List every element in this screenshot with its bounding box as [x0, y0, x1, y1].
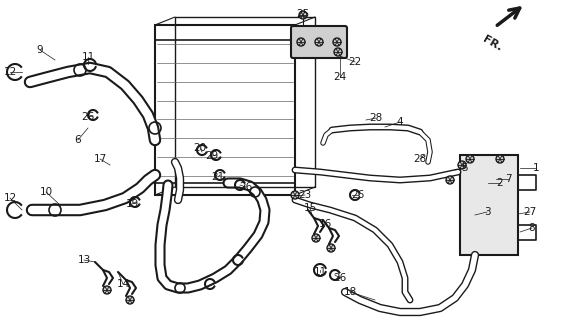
Text: 7: 7 [505, 174, 512, 184]
Circle shape [466, 155, 474, 163]
Text: 28: 28 [413, 154, 427, 164]
Text: 17: 17 [93, 154, 106, 164]
Text: 5: 5 [461, 163, 468, 173]
Circle shape [315, 38, 323, 46]
Text: 12: 12 [3, 193, 17, 203]
Text: 25: 25 [296, 9, 310, 19]
Text: 20: 20 [193, 143, 207, 153]
Text: 8: 8 [529, 223, 535, 233]
Text: 18: 18 [343, 287, 357, 297]
Circle shape [103, 286, 111, 294]
Text: 2: 2 [497, 178, 504, 188]
Text: 12: 12 [3, 67, 17, 77]
Text: 14: 14 [117, 279, 130, 289]
Text: 9: 9 [36, 45, 43, 55]
Text: 10: 10 [39, 187, 52, 197]
FancyBboxPatch shape [291, 26, 347, 58]
Bar [175, 17, 315, 187]
Bar [155, 25, 295, 195]
Text: 11: 11 [314, 267, 327, 277]
Circle shape [496, 155, 504, 163]
Text: 23: 23 [298, 190, 312, 200]
Text: 27: 27 [523, 207, 537, 217]
Circle shape [126, 296, 134, 304]
Text: 3: 3 [484, 207, 490, 217]
Circle shape [312, 234, 320, 242]
Circle shape [334, 48, 342, 56]
Text: 19: 19 [125, 199, 139, 209]
Text: 4: 4 [397, 117, 403, 127]
Text: 24: 24 [333, 72, 347, 82]
Text: 1: 1 [533, 163, 539, 173]
Text: FR.: FR. [481, 34, 504, 53]
Circle shape [291, 191, 299, 199]
Text: 26: 26 [333, 273, 347, 283]
Circle shape [297, 38, 305, 46]
Text: 13: 13 [77, 255, 90, 265]
Circle shape [446, 176, 454, 184]
Circle shape [327, 244, 335, 252]
Text: 11: 11 [81, 52, 94, 62]
Text: 6: 6 [75, 135, 81, 145]
Circle shape [299, 11, 307, 19]
Text: 22: 22 [348, 57, 362, 67]
Text: 26: 26 [240, 182, 253, 192]
Text: 29: 29 [205, 151, 218, 161]
Text: 26: 26 [81, 112, 94, 122]
Circle shape [458, 161, 466, 169]
Text: 16: 16 [319, 219, 332, 229]
Text: 28: 28 [369, 113, 382, 123]
Circle shape [333, 38, 341, 46]
Text: 21: 21 [211, 172, 225, 182]
Text: 26: 26 [352, 190, 365, 200]
Text: 15: 15 [303, 203, 316, 213]
Bar [460, 155, 518, 255]
